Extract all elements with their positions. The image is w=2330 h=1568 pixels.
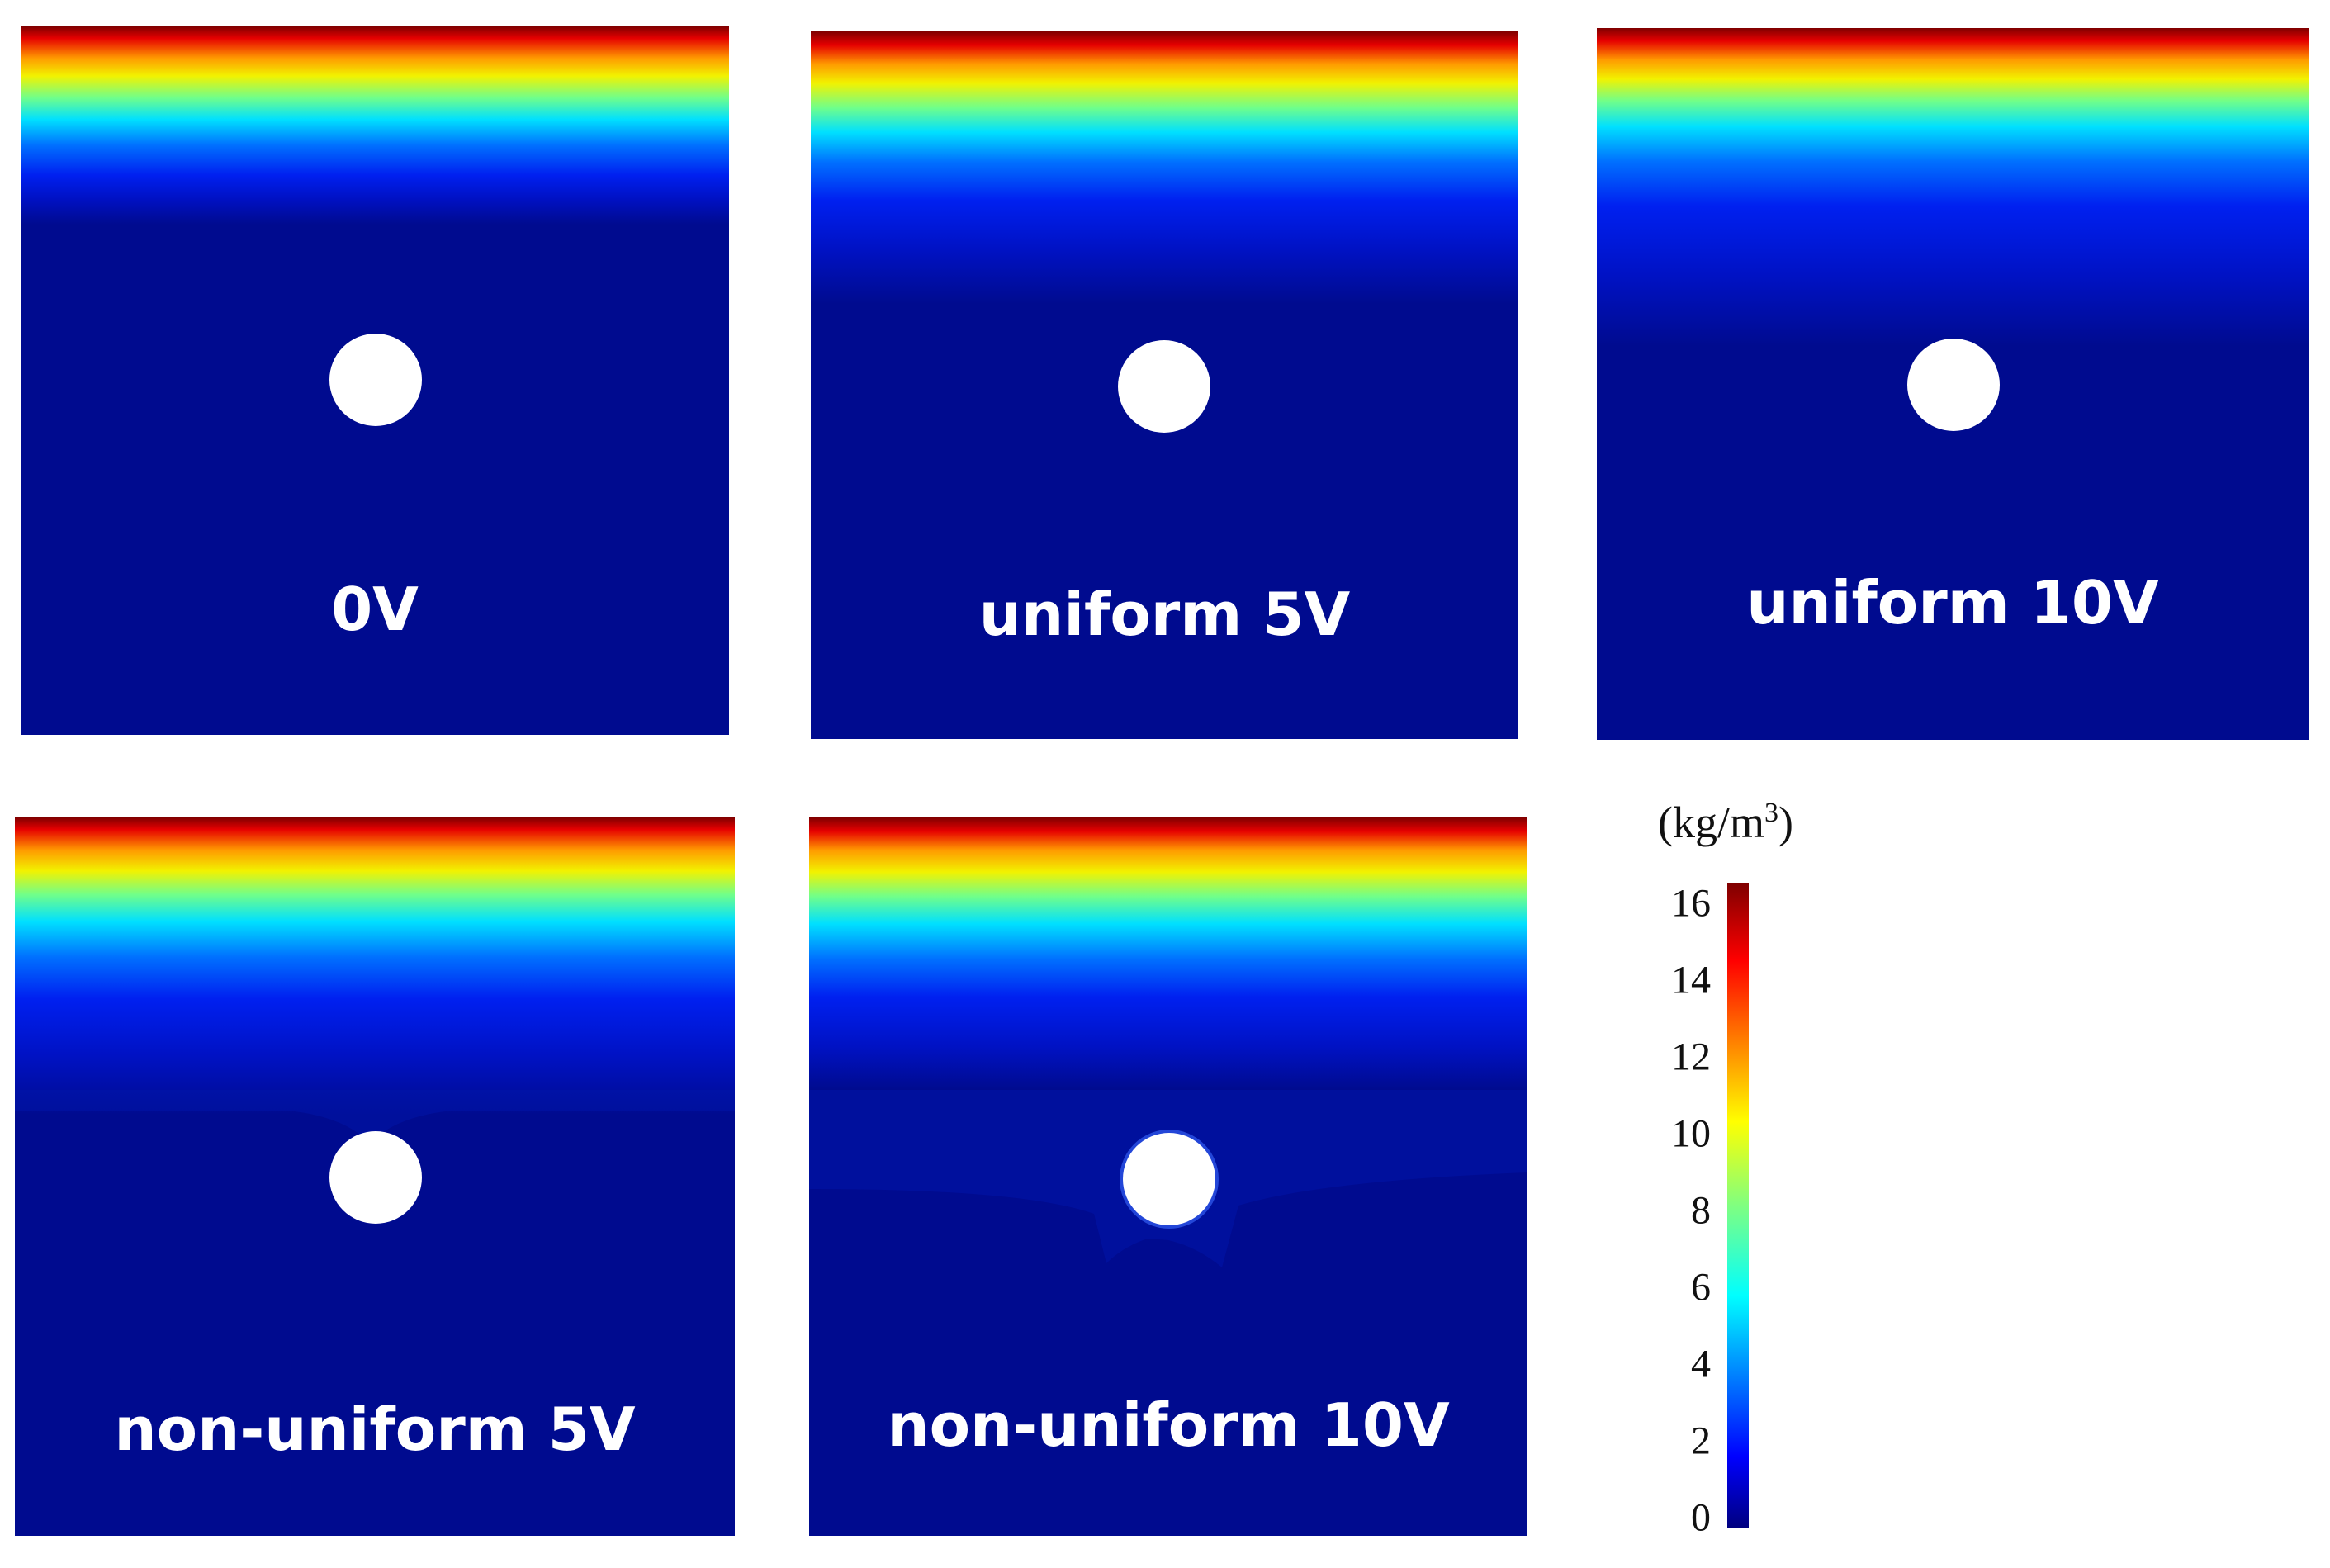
concentration-field-non-uniform-10v	[809, 817, 1527, 1536]
colorbar-tick-label: 10	[1671, 1111, 1711, 1156]
panel-label: uniform 10V	[1746, 568, 2159, 637]
panel-uniform-10v: uniform 10V	[1597, 28, 2309, 740]
panel-label: 0V	[331, 575, 419, 644]
colorbar-tick-label: 14	[1671, 958, 1711, 1002]
concentration-field-0v	[21, 26, 729, 735]
colorbar-unit: (kg/m3)	[1658, 798, 1793, 847]
colorbar-tick-label: 16	[1671, 881, 1711, 926]
colorbar-tick-label: 8	[1691, 1188, 1711, 1233]
panel-non-uniform-5v: non-uniform 5V	[15, 817, 735, 1536]
cylinder-obstacle	[1118, 340, 1210, 433]
cylinder-obstacle	[1907, 339, 2000, 431]
panel-0v: 0V	[21, 26, 729, 735]
colorbar-tick-label: 2	[1691, 1419, 1711, 1463]
concentration-field-non-uniform-5v	[15, 817, 735, 1536]
colorbar-tick-label: 4	[1691, 1342, 1711, 1386]
colorbar-ticks: 0 2 4 6 8 10 12 14 16	[1635, 881, 1726, 1540]
concentration-field-uniform-5v	[811, 31, 1518, 739]
panel-label: uniform 5V	[978, 580, 1351, 649]
colorbar	[1727, 883, 1749, 1528]
cylinder-obstacle	[329, 334, 422, 426]
panel-label: non-uniform 10V	[887, 1390, 1450, 1460]
cylinder-obstacle	[1123, 1133, 1215, 1225]
colorbar-tick-label: 6	[1691, 1265, 1711, 1310]
panel-label: non-uniform 5V	[114, 1395, 636, 1464]
concentration-field-uniform-10v	[1597, 28, 2309, 740]
colorbar-tick-label: 12	[1671, 1035, 1711, 1079]
panel-non-uniform-10v: non-uniform 10V	[809, 817, 1527, 1536]
cylinder-obstacle	[329, 1131, 422, 1224]
panel-uniform-5v: uniform 5V	[811, 31, 1518, 739]
colorbar-tick-label: 0	[1691, 1495, 1711, 1540]
